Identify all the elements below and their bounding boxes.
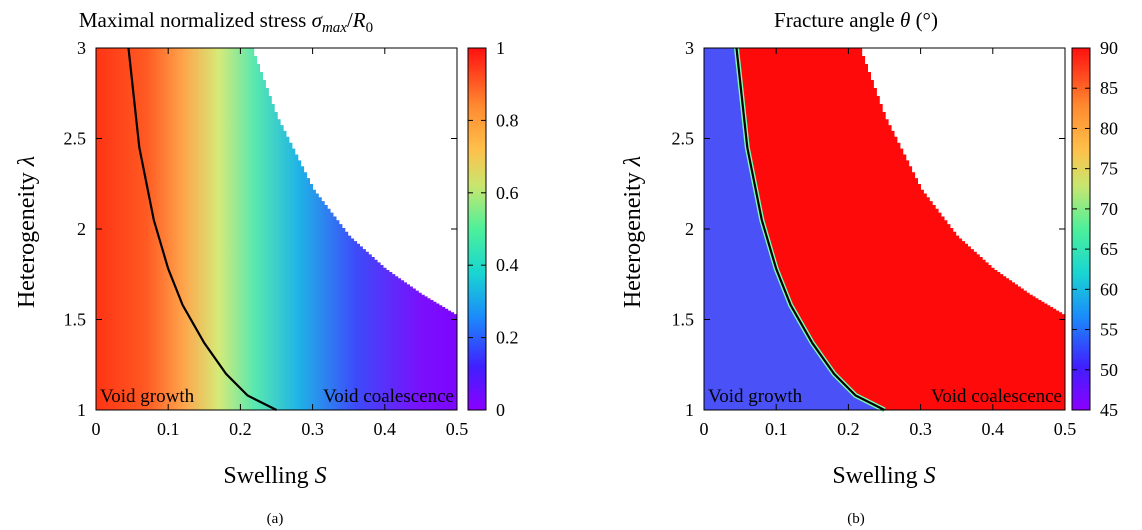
panel-b-ytick-label: 1.5 [672, 310, 695, 330]
panel-b-colorbar-scale [1071, 47, 1091, 411]
panel-b-xtick-label: 0.5 [1054, 419, 1077, 439]
panel-a-xtick-label: 0.3 [301, 419, 324, 439]
panel-b-colorbar-label: 90 [1100, 38, 1118, 58]
panel-b: Fracture angle θ (°) 0 0.1 0.2 0.3 0.4 0.5 1 1.… [620, 8, 1118, 527]
panel-a-heatmap-field [96, 48, 457, 410]
panel-a-xtick-label: 0.4 [374, 419, 397, 439]
panel-a-ytick-label: 1 [77, 400, 86, 420]
panel-b-colorbar-label: 75 [1100, 159, 1118, 179]
panel-b-ytick-label: 1 [685, 400, 694, 420]
panel-b-colorbar-label: 50 [1100, 360, 1118, 380]
panel-b-y-axis-label: Heterogeneity λ [620, 156, 646, 308]
panel-a-region-label-coalescence: Void coalescence [323, 386, 454, 407]
panel-a-colorbar-scale [467, 47, 487, 411]
panel-a-colorbar: 0 0.2 0.4 0.6 0.8 1 [467, 38, 519, 420]
panel-b-colorbar-label: 80 [1100, 118, 1118, 138]
panel-a-colorbar-label: 0 [496, 400, 505, 420]
panel-b-xtick-label: 0 [700, 419, 709, 439]
panel-b-colorbar: 45 50 55 60 65 70 75 80 85 90 [1071, 38, 1118, 420]
panel-b-boundary-curve [735, 47, 885, 411]
panel-a-boundary-curve [127, 47, 277, 411]
panel-b-colorbar-label: 60 [1100, 279, 1118, 299]
panel-a-region-label-growth: Void growth [100, 386, 195, 407]
panel-a-title: Maximal normalized stress σmax/R0 [79, 8, 373, 36]
panel-a-xtick-label: 0.5 [446, 419, 469, 439]
panel-a-caption: (a) [267, 511, 284, 527]
panel-a-colorbar-label: 0.6 [496, 183, 519, 203]
panel-a-x-axis-label: Swelling S [223, 463, 326, 489]
panel-b-x-axis-label: Swelling S [832, 463, 935, 489]
panel-b-colorbar-label: 55 [1100, 320, 1118, 340]
panel-b-ytick-label: 3 [685, 38, 694, 58]
panel-b-region-label-growth: Void growth [708, 386, 803, 407]
panel-a-y-axis-label: Heterogeneity λ [14, 156, 40, 308]
panel-a: Maximal normalized stress σmax/R0 0 0.1 0.… [14, 8, 519, 527]
panel-b-ytick-label: 2 [685, 219, 694, 239]
panel-b-colorbar-label: 45 [1100, 400, 1118, 420]
panel-a-xtick-label: 0.2 [229, 419, 252, 439]
panel-b-ytick-label: 2.5 [672, 129, 695, 149]
panel-a-xtick-label: 0 [92, 419, 101, 439]
panel-b-colorbar-label: 70 [1100, 199, 1118, 219]
panel-b-growth-region [704, 48, 885, 410]
panel-a-ytick-label: 1.5 [64, 310, 87, 330]
panel-b-region-label-coalescence: Void coalescence [931, 386, 1062, 407]
panel-a-colorbar-label: 1 [496, 38, 505, 58]
panel-b-xtick-label: 0.4 [982, 419, 1005, 439]
panel-a-colorbar-label: 0.4 [496, 255, 519, 275]
panel-a-ytick-label: 2 [77, 219, 86, 239]
panel-b-plot-area: 0 0.1 0.2 0.3 0.4 0.5 1 1.5 2 2.5 3 Void growth Void… [672, 38, 1077, 439]
panel-a-xtick-label: 0.1 [157, 419, 180, 439]
panel-b-caption: (b) [847, 511, 865, 527]
panel-a-colorbar-label: 0.8 [496, 110, 519, 130]
panel-a-plot-area: 0 0.1 0.2 0.3 0.4 0.5 1 1.5 2 2.5 3 Void growth Void… [64, 38, 469, 439]
panel-a-ytick-label: 2.5 [64, 129, 87, 149]
panel-b-title: Fracture angle θ (°) [774, 8, 938, 32]
panel-a-colorbar-label: 0.2 [496, 328, 519, 348]
panel-b-xtick-label: 0.1 [765, 419, 788, 439]
panel-a-ytick-label: 3 [77, 38, 86, 58]
panel-b-colorbar-label: 85 [1100, 78, 1118, 98]
panel-b-xtick-label: 0.2 [837, 419, 860, 439]
panel-b-colorbar-label: 65 [1100, 239, 1118, 259]
panel-b-xtick-label: 0.3 [909, 419, 932, 439]
